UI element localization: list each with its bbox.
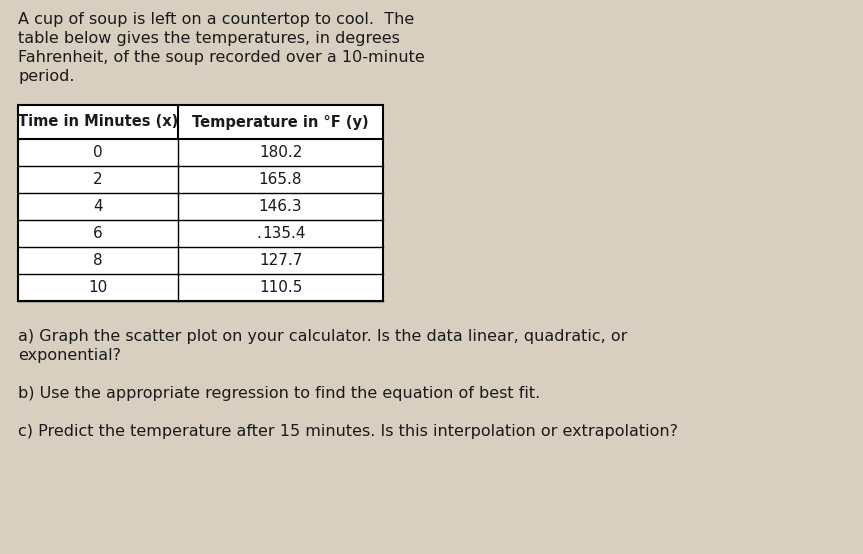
Text: Time in Minutes (x): Time in Minutes (x)	[18, 115, 178, 130]
Text: c) Predict the temperature after 15 minutes. Is this interpolation or extrapolat: c) Predict the temperature after 15 minu…	[18, 424, 678, 439]
Text: 0: 0	[93, 145, 103, 160]
Text: 165.8: 165.8	[259, 172, 302, 187]
Text: exponential?: exponential?	[18, 348, 121, 363]
Text: 2: 2	[93, 172, 103, 187]
Text: 135.4: 135.4	[262, 226, 306, 241]
Text: Temperature in °F (y): Temperature in °F (y)	[192, 115, 369, 130]
Text: 6: 6	[93, 226, 103, 241]
Text: 8: 8	[93, 253, 103, 268]
Text: 4: 4	[93, 199, 103, 214]
Text: 127.7: 127.7	[259, 253, 302, 268]
Text: table below gives the temperatures, in degrees: table below gives the temperatures, in d…	[18, 31, 400, 46]
Text: b) Use the appropriate regression to find the equation of best fit.: b) Use the appropriate regression to fin…	[18, 386, 540, 401]
Text: A cup of soup is left on a countertop to cool.  The: A cup of soup is left on a countertop to…	[18, 12, 414, 27]
Text: 110.5: 110.5	[259, 280, 302, 295]
Text: a) Graph the scatter plot on your calculator. Is the data linear, quadratic, or: a) Graph the scatter plot on your calcul…	[18, 329, 627, 344]
Text: 10: 10	[88, 280, 108, 295]
Bar	[18, 105, 383, 301]
Text: period.: period.	[18, 69, 74, 84]
Text: 146.3: 146.3	[259, 199, 302, 214]
Text: 180.2: 180.2	[259, 145, 302, 160]
Text: Fahrenheit, of the soup recorded over a 10-minute: Fahrenheit, of the soup recorded over a …	[18, 50, 425, 65]
Text: .: .	[256, 226, 261, 241]
